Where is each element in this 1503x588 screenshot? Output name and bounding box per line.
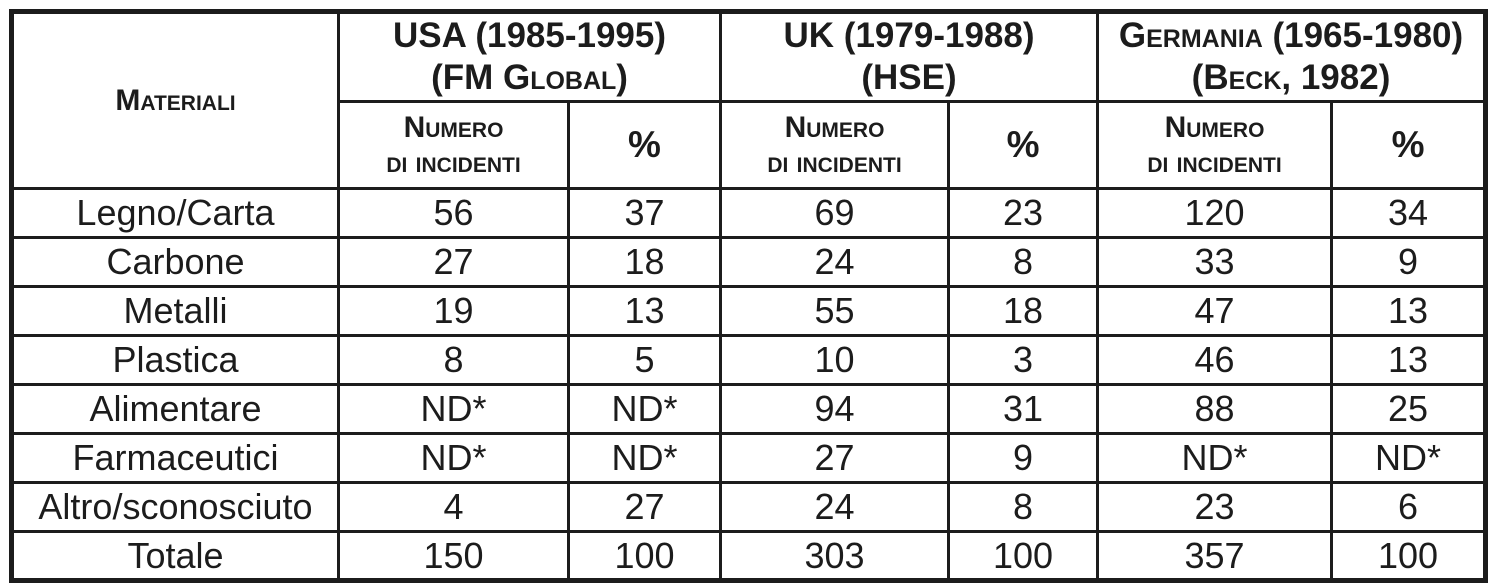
value-cell: 46 (1096, 334, 1334, 386)
materials-incidents-table: Materiali USA (1985-1995) (FM Global) UK… (9, 9, 1489, 583)
value-cell: 303 (719, 530, 951, 582)
value-cell: ND* (1096, 432, 1334, 484)
value-cell: 88 (1096, 383, 1334, 435)
column-header-germania-numero: Numero di incidenti (1096, 100, 1334, 190)
value-cell: 3 (947, 334, 1100, 386)
value-cell: 13 (566, 285, 723, 337)
value-cell: 13 (1330, 285, 1488, 337)
column-group-germania: Germania (1965-1980) (Beck, 1982) (1096, 10, 1488, 103)
column-header-uk-numero: Numero di incidenti (719, 100, 951, 190)
value-cell: 56 (337, 187, 570, 239)
value-cell: 23 (1096, 481, 1334, 533)
value-cell: 31 (947, 383, 1100, 435)
value-cell: 100 (1330, 530, 1488, 582)
value-cell: 10 (719, 334, 951, 386)
value-cell: 8 (947, 481, 1100, 533)
material-label: Carbone (10, 236, 340, 288)
column-header-uk-percent: % (947, 100, 1100, 190)
value-cell: 24 (719, 236, 951, 288)
value-cell: 24 (719, 481, 951, 533)
value-cell: 9 (1330, 236, 1488, 288)
value-cell: ND* (337, 383, 570, 435)
value-cell: 27 (337, 236, 570, 288)
value-cell: ND* (566, 432, 723, 484)
column-header-germania-percent: % (1330, 100, 1488, 190)
column-group-header-row: Materiali USA (1985-1995) (FM Global) UK… (10, 10, 1488, 190)
table-row: Carbone 27 18 24 8 33 9 (10, 236, 1488, 288)
material-label: Metalli (10, 285, 340, 337)
value-cell: ND* (1330, 432, 1488, 484)
value-cell: 357 (1096, 530, 1334, 582)
value-cell: 8 (337, 334, 570, 386)
table-row-total: Totale 150 100 303 100 357 100 (10, 530, 1488, 582)
sub-header-row: Numero di incidenti % Numero di incident… (12, 100, 1488, 190)
value-cell: 27 (719, 432, 951, 484)
material-label: Totale (10, 530, 340, 582)
value-cell: ND* (337, 432, 570, 484)
value-cell: 37 (566, 187, 723, 239)
column-header-materiali: Materiali (10, 10, 340, 190)
value-cell: 100 (947, 530, 1100, 582)
value-cell: 55 (719, 285, 951, 337)
table-row: Plastica 8 5 10 3 46 13 (10, 334, 1488, 386)
value-cell: 4 (337, 481, 570, 533)
value-cell: 23 (947, 187, 1100, 239)
value-cell: 19 (337, 285, 570, 337)
table-row: Metalli 19 13 55 18 47 13 (10, 285, 1488, 337)
material-label: Legno/Carta (10, 187, 340, 239)
value-cell: 8 (947, 236, 1100, 288)
table-row: Legno/Carta 56 37 69 23 120 34 (10, 187, 1488, 239)
value-cell: 47 (1096, 285, 1334, 337)
value-cell: 120 (1096, 187, 1334, 239)
column-group-uk: UK (1979-1988) (HSE) (719, 10, 1100, 103)
value-cell: 13 (1330, 334, 1488, 386)
value-cell: 25 (1330, 383, 1488, 435)
value-cell: 69 (719, 187, 951, 239)
table-row: Alimentare ND* ND* 94 31 88 25 (10, 383, 1488, 435)
value-cell: 18 (566, 236, 723, 288)
value-cell: 34 (1330, 187, 1488, 239)
value-cell: 94 (719, 383, 951, 435)
column-group-usa: USA (1985-1995) (FM Global) (336, 10, 723, 103)
material-label: Plastica (10, 334, 340, 386)
material-label: Alimentare (10, 383, 340, 435)
material-label: Farmaceutici (10, 432, 340, 484)
value-cell: ND* (566, 383, 723, 435)
value-cell: 100 (566, 530, 723, 582)
column-header-usa-numero: Numero di incidenti (337, 100, 570, 190)
value-cell: 6 (1330, 481, 1488, 533)
material-label: Altro/sconosciuto (10, 481, 340, 533)
value-cell: 27 (566, 481, 723, 533)
value-cell: 18 (947, 285, 1100, 337)
value-cell: 33 (1096, 236, 1334, 288)
table-row: Altro/sconosciuto 4 27 24 8 23 6 (10, 481, 1488, 533)
table-row: Farmaceutici ND* ND* 27 9 ND* ND* (10, 432, 1488, 484)
column-header-usa-percent: % (566, 100, 723, 190)
value-cell: 9 (947, 432, 1100, 484)
value-cell: 5 (566, 334, 723, 386)
value-cell: 150 (337, 530, 570, 582)
